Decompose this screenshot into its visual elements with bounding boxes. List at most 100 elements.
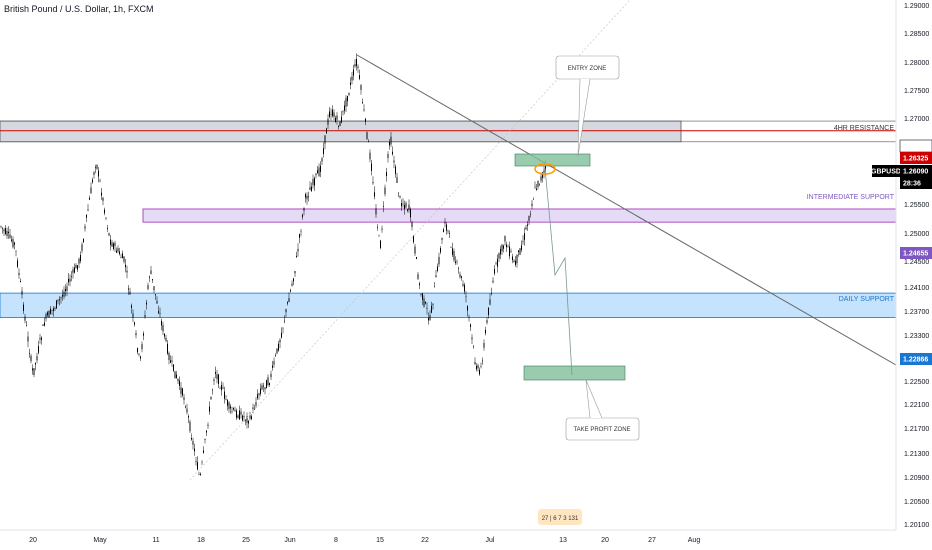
candle-body: [83, 238, 84, 243]
candle-body: [186, 408, 188, 413]
candle-body: [183, 397, 185, 400]
y-tick-label: 1.23300: [904, 333, 929, 340]
candle-body: [311, 186, 312, 192]
candle-body: [141, 344, 143, 350]
x-tick-label: 15: [376, 537, 384, 544]
candle-body: [209, 406, 210, 412]
candle-body: [386, 172, 387, 177]
candle-body: [344, 105, 345, 111]
candle-body: [432, 303, 434, 305]
countdown-tag: [900, 177, 932, 189]
candle-body: [387, 154, 389, 158]
candle-body: [182, 388, 183, 396]
candle-body: [14, 242, 15, 245]
candle-body: [443, 229, 444, 233]
price-tag-text: 1.24655: [903, 251, 928, 258]
candle-body: [23, 304, 24, 311]
x-tick-label: 11: [152, 537, 159, 544]
zone-label: INTERMEDIATE SUPPORT: [807, 194, 895, 201]
x-tick-label: May: [93, 537, 107, 544]
candle-body: [72, 269, 74, 273]
candle-body: [20, 281, 21, 282]
y-tick-label: 1.23700: [904, 309, 929, 316]
candle-body: [105, 217, 107, 219]
candle-body: [213, 379, 215, 382]
candle-body: [156, 300, 158, 304]
entry-zone-rect: [514, 153, 591, 167]
candle-body: [422, 293, 423, 300]
candle-body: [537, 180, 539, 187]
candle-body: [414, 246, 416, 254]
candle-body: [506, 244, 507, 248]
candle-body: [159, 313, 161, 314]
candle-body: [333, 112, 335, 117]
candle-body: [188, 416, 189, 418]
entry-callout-text: ENTRY ZONE: [568, 66, 606, 72]
candle-body: [449, 233, 450, 234]
candle-body: [152, 279, 153, 281]
candle-body: [341, 116, 342, 123]
candle-body: [465, 295, 467, 297]
candle-body: [78, 258, 80, 264]
candle-body: [399, 196, 401, 198]
x-tick-label: 22: [421, 537, 429, 544]
candle-body: [285, 309, 287, 313]
candle-body: [429, 315, 431, 320]
candle-body: [380, 240, 381, 249]
candle-body: [44, 322, 45, 326]
candle-body: [126, 270, 128, 273]
candle-body: [237, 415, 239, 418]
candle-body: [8, 231, 9, 234]
candle-body: [461, 276, 462, 278]
candle-body: [276, 348, 278, 354]
candle-body: [210, 396, 212, 400]
candle-body: [384, 187, 386, 195]
candle-body: [329, 111, 330, 117]
price-tag: [900, 247, 932, 259]
candle-body: [119, 251, 120, 255]
y-tick-label: 1.24100: [904, 285, 929, 292]
candle-body: [383, 206, 384, 207]
candle-body: [518, 250, 519, 253]
y-tick-label: 1.22500: [904, 379, 929, 386]
candle-body: [396, 177, 398, 183]
candle-body: [17, 260, 18, 267]
candle-body: [288, 298, 290, 303]
candle-body: [470, 324, 471, 327]
trendline-down: [356, 54, 897, 366]
zone-layer: 4HR RESISTANCE INTERMEDIATE SUPPORT DAILY …: [0, 120, 897, 318]
candle-body: [185, 406, 186, 408]
candle-body: [393, 160, 395, 163]
candle-body: [431, 305, 432, 313]
candle-body: [417, 274, 419, 279]
candle-body: [294, 271, 296, 274]
highlight-oval: [534, 163, 556, 175]
candle-layer: [0, 53, 546, 476]
candle-body: [503, 245, 504, 249]
candle-body: [302, 214, 303, 218]
candle-body: [225, 399, 227, 400]
candle-body: [471, 337, 473, 340]
candle-body: [201, 461, 203, 463]
candle-body: [474, 362, 476, 365]
candle-body: [455, 261, 456, 264]
candle-body: [263, 385, 264, 387]
candle-body: [423, 298, 425, 307]
candle-body: [450, 247, 452, 248]
candle-body: [162, 325, 164, 332]
candle-body: [96, 164, 98, 169]
candle-body: [243, 416, 245, 418]
candle-body: [378, 235, 380, 237]
candle-body: [48, 311, 50, 318]
candle-body: [312, 179, 314, 185]
candle-body: [158, 311, 159, 313]
candle-body: [9, 234, 11, 238]
candle-body: [207, 424, 209, 426]
zone-label: 4HR RESISTANCE: [834, 125, 894, 132]
candle-body: [444, 221, 446, 224]
y-tick-label: 1.28000: [904, 60, 929, 67]
candle-body: [462, 284, 464, 286]
candle-body: [203, 450, 204, 453]
candle-body: [284, 320, 285, 322]
